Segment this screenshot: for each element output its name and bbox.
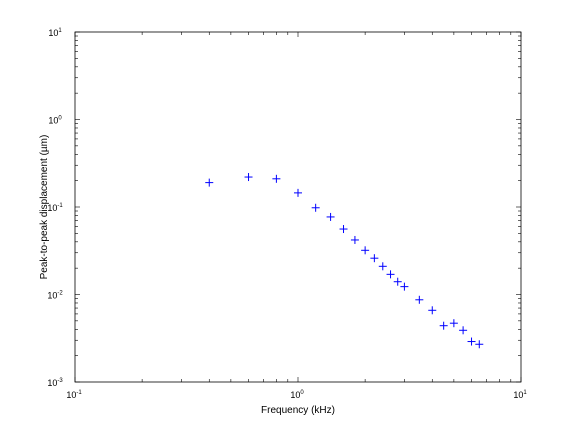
- data-point: [339, 225, 348, 234]
- y-tick-label: 100: [48, 116, 62, 126]
- x-axis-label: Frequency (kHz): [261, 405, 335, 416]
- y-tick-label: 10-3: [47, 378, 63, 388]
- tick-labels: 10-1 100 101 10-3 10-2 10-1 100 101: [47, 28, 527, 400]
- data-point: [378, 262, 387, 271]
- data-point: [475, 340, 484, 349]
- data-point: [272, 174, 281, 183]
- data-point: [400, 282, 409, 291]
- data-point: [326, 212, 335, 221]
- y-axis-label: Peak-to-peak displacement (µm): [39, 135, 50, 280]
- x-tick-label: 101: [513, 390, 527, 400]
- data-markers: [205, 173, 484, 349]
- data-point: [449, 319, 458, 328]
- plot-frame: [74, 31, 522, 383]
- data-point: [459, 326, 468, 335]
- data-point: [361, 246, 370, 255]
- data-point: [311, 203, 320, 212]
- data-point: [439, 321, 448, 330]
- x-tick-label: 100: [290, 390, 304, 400]
- y-tick-label: 10-1: [47, 203, 63, 213]
- data-point: [294, 188, 302, 197]
- y-tick-label: 101: [48, 28, 62, 38]
- y-tick-label: 10-2: [47, 291, 63, 301]
- data-point: [370, 254, 379, 263]
- data-point: [350, 235, 359, 244]
- data-point: [415, 295, 424, 304]
- data-point: [428, 306, 437, 315]
- x-tick-label: 10-1: [66, 390, 82, 400]
- plot-area-background: [75, 32, 521, 382]
- data-point: [205, 178, 214, 187]
- data-point: [393, 277, 402, 286]
- data-point: [386, 270, 395, 279]
- data-point: [244, 173, 253, 182]
- data-point: [467, 337, 476, 346]
